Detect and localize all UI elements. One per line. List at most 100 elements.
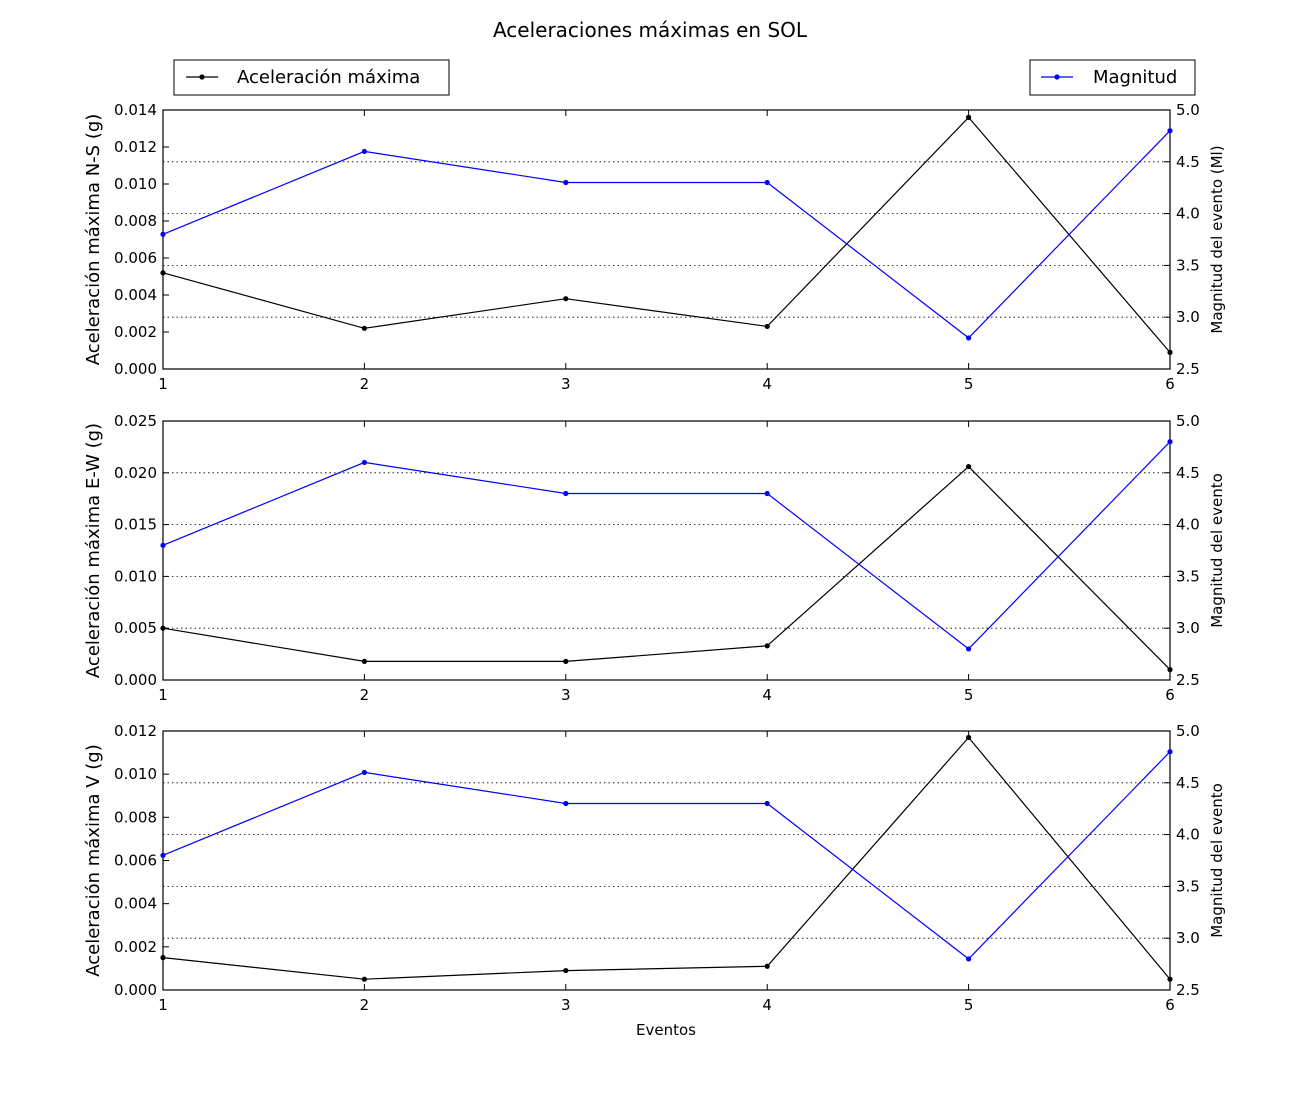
magnitude-point <box>361 769 367 776</box>
acceleration-point <box>966 734 972 741</box>
y-axis-label: Aceleración máxima E-W (g) <box>83 423 104 678</box>
y-tick-label: 0.004 <box>114 286 157 304</box>
y-tick-label: 0.002 <box>114 938 157 956</box>
panel-1: 1 2 3 4 5 6 0.000 0.002 0.004 0.006 0.008 0.010 0.01… <box>83 101 1226 393</box>
y-tick-label: 0.002 <box>114 323 157 341</box>
y2-tick-label: 3.5 <box>1176 256 1200 274</box>
acceleration-point <box>1167 976 1173 982</box>
y2-tick-label: 4.0 <box>1176 205 1200 223</box>
x-tick-label: 2 <box>360 375 370 393</box>
chart-panels: 1 2 3 4 5 6 0.000 0.002 0.004 0.006 0.008 0.010 0.01… <box>83 101 1226 1014</box>
magnitude-point <box>966 956 972 962</box>
y2-tick-label: 3.0 <box>1176 308 1200 326</box>
y-tick-label: 0.004 <box>114 895 157 913</box>
magnitude-point <box>764 490 770 497</box>
x-tick-label: 5 <box>964 375 974 393</box>
acceleration-point <box>563 296 569 302</box>
acceleration-point <box>764 963 770 969</box>
acceleration-point <box>764 643 770 649</box>
y-tick-label: 0.015 <box>114 516 157 534</box>
acceleration-point <box>160 270 166 276</box>
acceleration-series-line <box>162 116 1171 353</box>
y-tick-label: 0.006 <box>114 852 157 870</box>
y2-axis-label: Magnitud del evento <box>1208 473 1226 628</box>
y-tick-label: 0.025 <box>114 412 157 430</box>
y-tick-label: 0.014 <box>114 101 157 119</box>
magnitude-point <box>160 542 166 548</box>
x-tick-label: 2 <box>360 686 370 704</box>
magnitude-point <box>966 646 972 652</box>
y2-tick-label: 4.0 <box>1176 516 1200 534</box>
x-tick-label: 6 <box>1165 996 1175 1014</box>
y2-axis-label: Magnitud del evento (Ml) <box>1208 145 1226 333</box>
acceleration-point <box>1167 667 1173 673</box>
x-tick-label: 6 <box>1165 686 1175 704</box>
acceleration-point <box>966 114 972 120</box>
y2-tick-label: 5.0 <box>1176 101 1200 119</box>
legend-acceleration-frame <box>173 59 450 96</box>
y2-tick-label: 4.5 <box>1176 464 1200 482</box>
y2-axis-label: Magnitud del evento <box>1208 783 1226 938</box>
magnitude-point <box>563 179 569 186</box>
panel-2: 1 2 3 4 5 6 0.000 0.005 0.010 0.015 0.020 0.025 2.5 3… <box>83 412 1226 704</box>
y-tick-label: 0.008 <box>114 212 157 230</box>
acceleration-point <box>563 967 569 974</box>
acceleration-point <box>160 625 166 631</box>
y2-tick-label: 3.0 <box>1176 929 1200 947</box>
x-tick-label: 3 <box>561 996 571 1014</box>
acceleration-series-line <box>162 465 1171 671</box>
x-tick-label: 2 <box>360 996 370 1014</box>
magnitude-series-line <box>162 751 1171 960</box>
acceleration-point <box>563 658 569 664</box>
acceleration-point <box>160 955 166 961</box>
x-tick-label: 4 <box>762 996 772 1014</box>
plot-frame <box>162 109 1171 370</box>
magnitude-point <box>764 800 770 807</box>
legend-magnitude-label: Magnitud <box>1093 67 1177 88</box>
y-tick-label: 0.000 <box>114 671 157 689</box>
magnitude-point <box>160 852 166 858</box>
legend-acceleration-marker <box>199 74 205 80</box>
acceleration-series-line <box>162 736 1171 980</box>
x-tick-label: 1 <box>158 996 168 1014</box>
x-tick-label: 5 <box>964 996 974 1014</box>
magnitude-point <box>764 179 770 186</box>
legend-acceleration: Aceleración máxima <box>173 59 450 96</box>
y2-tick-label: 4.0 <box>1176 826 1200 844</box>
magnitude-point <box>361 148 367 155</box>
x-tick-label: 4 <box>762 375 772 393</box>
y2-tick-label: 4.5 <box>1176 774 1200 792</box>
y-tick-label: 0.010 <box>114 567 157 585</box>
y-axis-label: Aceleración máxima V (g) <box>83 744 104 977</box>
y2-tick-label: 5.0 <box>1176 412 1200 430</box>
x-tick-label: 5 <box>964 686 974 704</box>
y2-tick-label: 5.0 <box>1176 722 1200 740</box>
plot-frame <box>162 420 1171 681</box>
y-tick-label: 0.006 <box>114 249 157 267</box>
y-tick-label: 0.012 <box>114 138 157 156</box>
y-tick-label: 0.010 <box>114 175 157 193</box>
figure-title: Aceleraciones máximas en SOL <box>493 18 808 42</box>
y2-tick-label: 3.0 <box>1176 619 1200 637</box>
x-tick-label: 1 <box>158 375 168 393</box>
magnitude-point <box>1167 128 1173 134</box>
y-tick-label: 0.020 <box>114 464 157 482</box>
y2-tick-label: 2.5 <box>1176 981 1200 999</box>
acceleration-point <box>361 325 367 331</box>
x-tick-label: 6 <box>1165 375 1175 393</box>
acceleration-point <box>361 658 367 664</box>
magnitude-series-line <box>162 130 1171 339</box>
x-tick-label: 3 <box>561 375 571 393</box>
magnitude-point <box>563 490 569 497</box>
legend-acceleration-label: Aceleración máxima <box>237 67 420 88</box>
y-tick-label: 0.010 <box>114 765 157 783</box>
acceleration-point <box>1167 349 1173 355</box>
y2-tick-label: 3.5 <box>1176 567 1200 585</box>
y2-tick-label: 4.5 <box>1176 153 1200 171</box>
y-tick-label: 0.005 <box>114 619 157 637</box>
legend-magnitude: Magnitud <box>1029 59 1196 96</box>
y-tick-label: 0.008 <box>114 808 157 826</box>
acceleration-point <box>764 323 770 330</box>
y2-tick-label: 3.5 <box>1176 877 1200 895</box>
